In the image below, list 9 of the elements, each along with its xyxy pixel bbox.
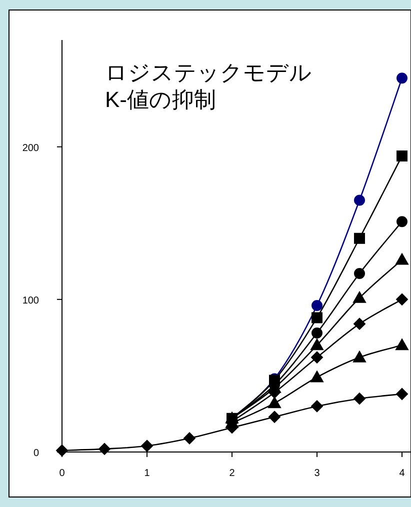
x-tick-label: 4 — [399, 468, 406, 479]
text: ロジステックモデル K-値の抑制 — [105, 60, 312, 112]
x-tick-label: 0 — [59, 468, 66, 479]
x-tick-label: 2 — [229, 468, 236, 479]
y-tick-label: 200 — [22, 142, 40, 154]
y-tick-label: 100 — [22, 295, 40, 306]
x-tick-label: 3 — [314, 468, 320, 479]
y-tick-label: 0 — [33, 448, 40, 459]
x-tick-label: 1 — [144, 468, 150, 479]
